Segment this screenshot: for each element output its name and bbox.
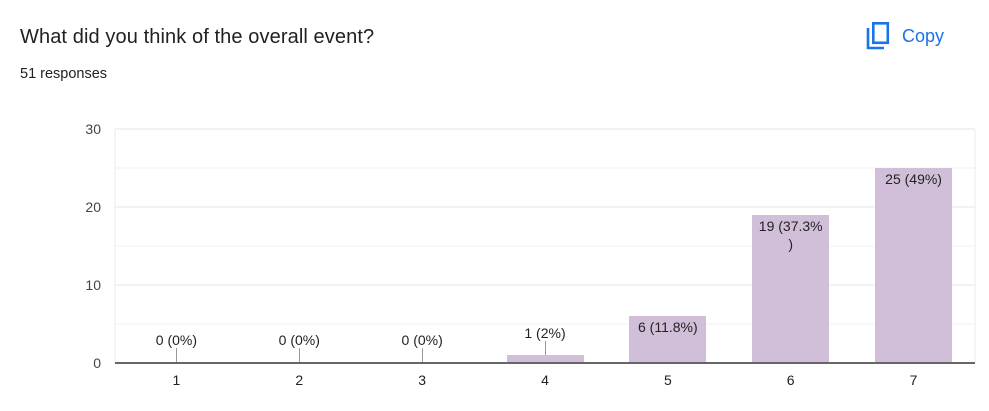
copy-button[interactable]: Copy xyxy=(866,18,944,54)
response-count: 51 responses xyxy=(20,66,108,82)
y-tick-label: 20 xyxy=(85,199,101,215)
x-tick-label: 2 xyxy=(295,372,304,388)
data-label: 0 (0%) xyxy=(278,332,320,348)
data-label: 1 (2%) xyxy=(524,325,566,341)
x-tick-label: 3 xyxy=(418,372,427,388)
y-tick-label: 10 xyxy=(85,277,101,293)
bar-5[interactable] xyxy=(629,316,707,363)
copy-icon xyxy=(866,22,890,50)
y-tick-label: 0 xyxy=(93,355,101,371)
x-tick-label: 7 xyxy=(909,372,918,388)
label-leader-line xyxy=(545,341,546,356)
bar-6[interactable] xyxy=(752,214,830,363)
copy-label: Copy xyxy=(902,25,945,46)
data-label: 25 (49%) xyxy=(885,171,942,187)
data-label: 0 (0%) xyxy=(401,332,443,348)
label-leader-line xyxy=(422,348,424,363)
bar-4[interactable] xyxy=(506,355,584,363)
x-tick-label: 6 xyxy=(786,372,795,388)
y-tick-label: 30 xyxy=(85,121,101,137)
label-leader-line xyxy=(299,348,301,363)
data-label: 0 (0%) xyxy=(155,332,198,348)
bar-7[interactable] xyxy=(875,168,953,363)
data-label: 6 (11.8%) xyxy=(638,319,698,336)
data-label: 19 (37.3% ) xyxy=(758,217,823,252)
x-axis-line xyxy=(115,362,975,364)
x-tick-label: 4 xyxy=(541,372,549,388)
x-tick-label: 5 xyxy=(663,372,672,388)
page-title: What did you think of the overall event? xyxy=(20,26,375,48)
label-leader-line xyxy=(176,348,178,363)
x-tick-label: 1 xyxy=(172,372,181,388)
